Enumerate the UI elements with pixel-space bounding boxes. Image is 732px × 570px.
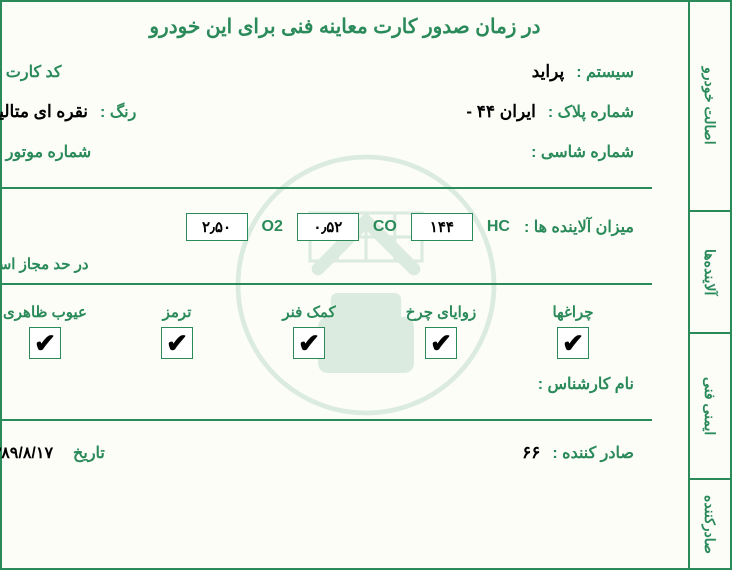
safety-item: زوایای چرخ ✔ (380, 303, 502, 359)
safety-item-label: کمک فنر (282, 303, 335, 321)
safety-checkbox: ✔ (425, 327, 457, 359)
issue-date-value: ۱۳۸۹/۸/۱۷ (0, 443, 53, 463)
side-tabs: اصالت خودرو آلاینده‌ها ایمنی فنی صادرکنن… (688, 2, 730, 568)
card-code-label: کد کارت : (0, 62, 62, 82)
vehicle-section: سیستم : پراید کد کارت : شماره پلاک : ایر… (0, 57, 652, 189)
safety-checkbox: ✔ (161, 327, 193, 359)
inspection-card: اصالت خودرو آلاینده‌ها ایمنی فنی صادرکنن… (0, 0, 732, 570)
safety-item: کمک فنر ✔ (248, 303, 370, 359)
pollutants-status: در حد مجاز است (0, 255, 634, 273)
safety-checkbox: ✔ (29, 327, 61, 359)
check-icon: ✔ (562, 330, 584, 356)
hc-value: ۱۴۴ (411, 213, 473, 241)
tab-vehicle: اصالت خودرو (688, 2, 730, 212)
chassis-label: شماره شاسی : (531, 142, 634, 162)
system-label: سیستم : (576, 62, 634, 82)
tab-issuer: صادرکننده (688, 480, 730, 568)
check-icon: ✔ (34, 330, 56, 356)
engine-label: شماره موتور : (0, 142, 91, 162)
co-value: ۰٫۵۲ (297, 213, 359, 241)
safety-item: عیوب ظاهری ✔ (0, 303, 106, 359)
plate-value: ایران ۴۴ - (466, 102, 535, 122)
check-icon: ✔ (166, 330, 188, 356)
color-value: نقره ای متالیک (0, 102, 88, 122)
hc-label: HC (487, 218, 510, 236)
safety-item: ترمز ✔ (116, 303, 238, 359)
co-label: CO (373, 218, 397, 236)
check-icon: ✔ (298, 330, 320, 356)
safety-item-label: عیوب ظاهری (3, 303, 87, 321)
card-title: در زمان صدور کارت معاینه فنی برای این خو… (20, 14, 670, 39)
plate-label: شماره پلاک : (548, 102, 634, 122)
safety-item-label: ترمز (163, 303, 192, 321)
o2-value: ۲٫۵۰ (186, 213, 248, 241)
issuer-value: ۶۶ (522, 443, 540, 463)
check-icon: ✔ (430, 330, 452, 356)
safety-checkbox: ✔ (293, 327, 325, 359)
issue-date-label: تاریخ (73, 443, 105, 463)
pollutants-section: میزان آلاینده ها : HC ۱۴۴ CO ۰٫۵۲ O2 ۲٫۵… (0, 189, 652, 285)
o2-label: O2 (262, 218, 283, 236)
tab-safety: ایمنی فنی (688, 334, 730, 480)
expert-label: نام کارشناس : (538, 374, 634, 394)
content-area: در زمان صدور کارت معاینه فنی برای این خو… (2, 2, 688, 568)
safety-item-label: چراغها (552, 303, 593, 321)
issuer-section: صادر کننده : ۶۶ ۱۳۸۹/۸/۱۷ تاریخ (0, 421, 652, 485)
tab-pollutants: آلاینده‌ها (688, 212, 730, 334)
color-label: رنگ : (100, 102, 136, 122)
system-value: پراید (532, 62, 565, 82)
safety-checkbox: ✔ (557, 327, 589, 359)
safety-section: چراغها✔زوایای چرخ✔کمک فنر✔ترمز✔عیوب ظاهر… (0, 285, 652, 421)
issuer-label: صادر کننده : (552, 443, 634, 463)
safety-item: چراغها ✔ (512, 303, 634, 359)
safety-item-label: زوایای چرخ (406, 303, 477, 321)
pollutants-label: میزان آلاینده ها : (524, 217, 634, 237)
